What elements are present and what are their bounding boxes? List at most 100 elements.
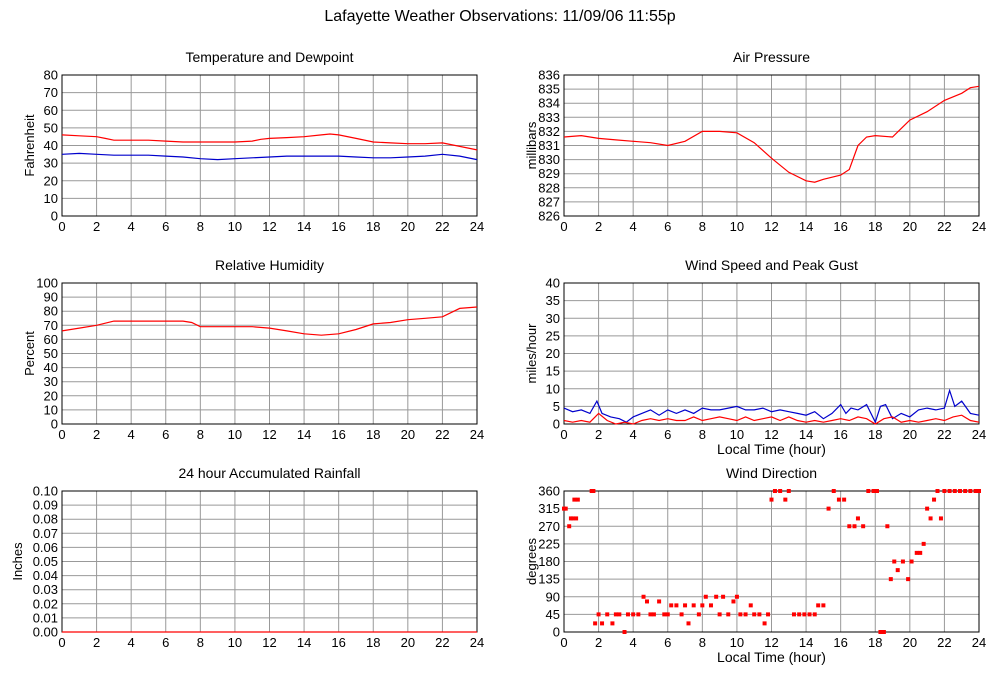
data-point: [772, 489, 777, 493]
y-tick-label: 60: [44, 103, 58, 118]
x-tick-label: 10: [730, 427, 744, 442]
data-point: [674, 603, 679, 608]
y-axis-label: millibars: [524, 121, 539, 169]
x-tick-label: 20: [401, 427, 415, 442]
y-tick-label: 0.05: [33, 554, 58, 569]
y-tick-label: 70: [44, 85, 58, 100]
x-tick-label: 18: [868, 635, 882, 650]
data-point: [866, 489, 871, 493]
x-tick-label: 6: [162, 635, 169, 650]
x-tick-label: 22: [435, 635, 449, 650]
data-point: [928, 516, 933, 521]
x-tick-label: 8: [197, 219, 204, 234]
x-tick-label: 20: [401, 635, 415, 650]
data-point: [791, 612, 796, 617]
page-title: Lafayette Weather Observations: 11/09/06…: [324, 8, 676, 25]
y-tick-label: 35: [546, 293, 560, 308]
x-tick-label: 0: [560, 427, 567, 442]
x-tick-label: 14: [799, 635, 813, 650]
x-tick-label: 12: [262, 635, 276, 650]
x-tick-label: 16: [331, 219, 345, 234]
y-tick-label: 225: [538, 536, 560, 551]
data-point: [847, 524, 852, 529]
series-line-1: [61, 133, 478, 151]
y-tick-label: 15: [546, 364, 560, 379]
data-point: [821, 603, 826, 608]
x-tick-label: 24: [470, 635, 484, 650]
data-point: [942, 489, 947, 493]
x-tick-label: 18: [868, 219, 882, 234]
data-point: [925, 506, 930, 511]
x-axis-label: Local Time (hour): [717, 441, 826, 457]
data-point: [651, 612, 656, 617]
y-tick-label: 0.08: [33, 512, 58, 527]
x-tick-label: 24: [470, 219, 484, 234]
data-point: [892, 559, 897, 564]
x-tick-label: 2: [93, 427, 100, 442]
data-point: [914, 550, 919, 555]
plot-frame: [563, 74, 980, 217]
x-tick-label: 0: [560, 635, 567, 650]
data-point: [766, 612, 771, 617]
data-point: [700, 603, 705, 608]
y-axis-label: degrees: [524, 538, 539, 585]
x-tick-label: 0: [58, 635, 65, 650]
series-line-2: [61, 152, 478, 161]
data-point: [812, 612, 817, 617]
y-tick-label: 10: [44, 402, 58, 417]
x-tick-label: 18: [868, 427, 882, 442]
y-tick-label: 827: [538, 194, 560, 209]
x-tick-label: 10: [228, 219, 242, 234]
x-tick-label: 4: [128, 219, 135, 234]
data-point: [596, 612, 601, 617]
data-point: [831, 489, 836, 493]
x-tick-label: 2: [595, 219, 602, 234]
series-line-1: [563, 388, 980, 424]
x-tick-label: 20: [903, 635, 917, 650]
x-axis-label: Local Time (hour): [717, 649, 826, 665]
x-tick-label: 0: [58, 219, 65, 234]
data-point: [826, 506, 831, 511]
data-point: [708, 603, 713, 608]
data-point: [921, 541, 926, 546]
data-point: [683, 603, 688, 608]
data-point: [895, 568, 900, 573]
y-tick-label: 20: [44, 388, 58, 403]
data-point: [657, 599, 662, 604]
y-tick-label: 30: [44, 156, 58, 171]
y-tick-label: 10: [44, 191, 58, 206]
chart-title: Air Pressure: [733, 49, 810, 65]
data-point: [613, 612, 618, 617]
x-tick-label: 12: [262, 219, 276, 234]
x-tick-label: 4: [630, 219, 637, 234]
data-point: [622, 630, 627, 634]
chart-rain: 0 2 4 6 8 10 12 14 16 18 20 22 240.000.010.020.030.0…: [10, 465, 484, 650]
y-tick-label: 0.00: [33, 625, 58, 640]
y-tick-label: 30: [546, 311, 560, 326]
x-tick-label: 12: [764, 427, 778, 442]
data-point: [734, 594, 739, 599]
y-tick-label: 270: [538, 519, 560, 534]
y-tick-label: 836: [538, 68, 560, 83]
y-tick-label: 10: [546, 381, 560, 396]
data-point: [802, 612, 807, 617]
y-tick-label: 835: [538, 82, 560, 97]
x-tick-label: 10: [228, 635, 242, 650]
data-point: [783, 497, 788, 502]
data-point: [738, 612, 743, 617]
x-tick-label: 2: [595, 427, 602, 442]
chart-direction: 0 2 4 6 8 10 12 14 16 18 20 22 240459013518022527031…: [524, 465, 986, 665]
y-tick-label: 0.07: [33, 526, 58, 541]
plot-frame: [61, 282, 478, 425]
data-point: [631, 612, 636, 617]
data-point: [797, 612, 802, 617]
plot-frame: [563, 490, 980, 633]
data-point: [669, 603, 674, 608]
chart-wind: 0 2 4 6 8 10 12 14 16 18 20 22 240510152025303540Win…: [524, 257, 986, 457]
x-tick-label: 10: [730, 635, 744, 650]
data-point: [703, 594, 708, 599]
data-point: [878, 630, 883, 634]
y-tick-label: 50: [44, 120, 58, 135]
y-axis-label: Fahrenheit: [22, 114, 37, 177]
